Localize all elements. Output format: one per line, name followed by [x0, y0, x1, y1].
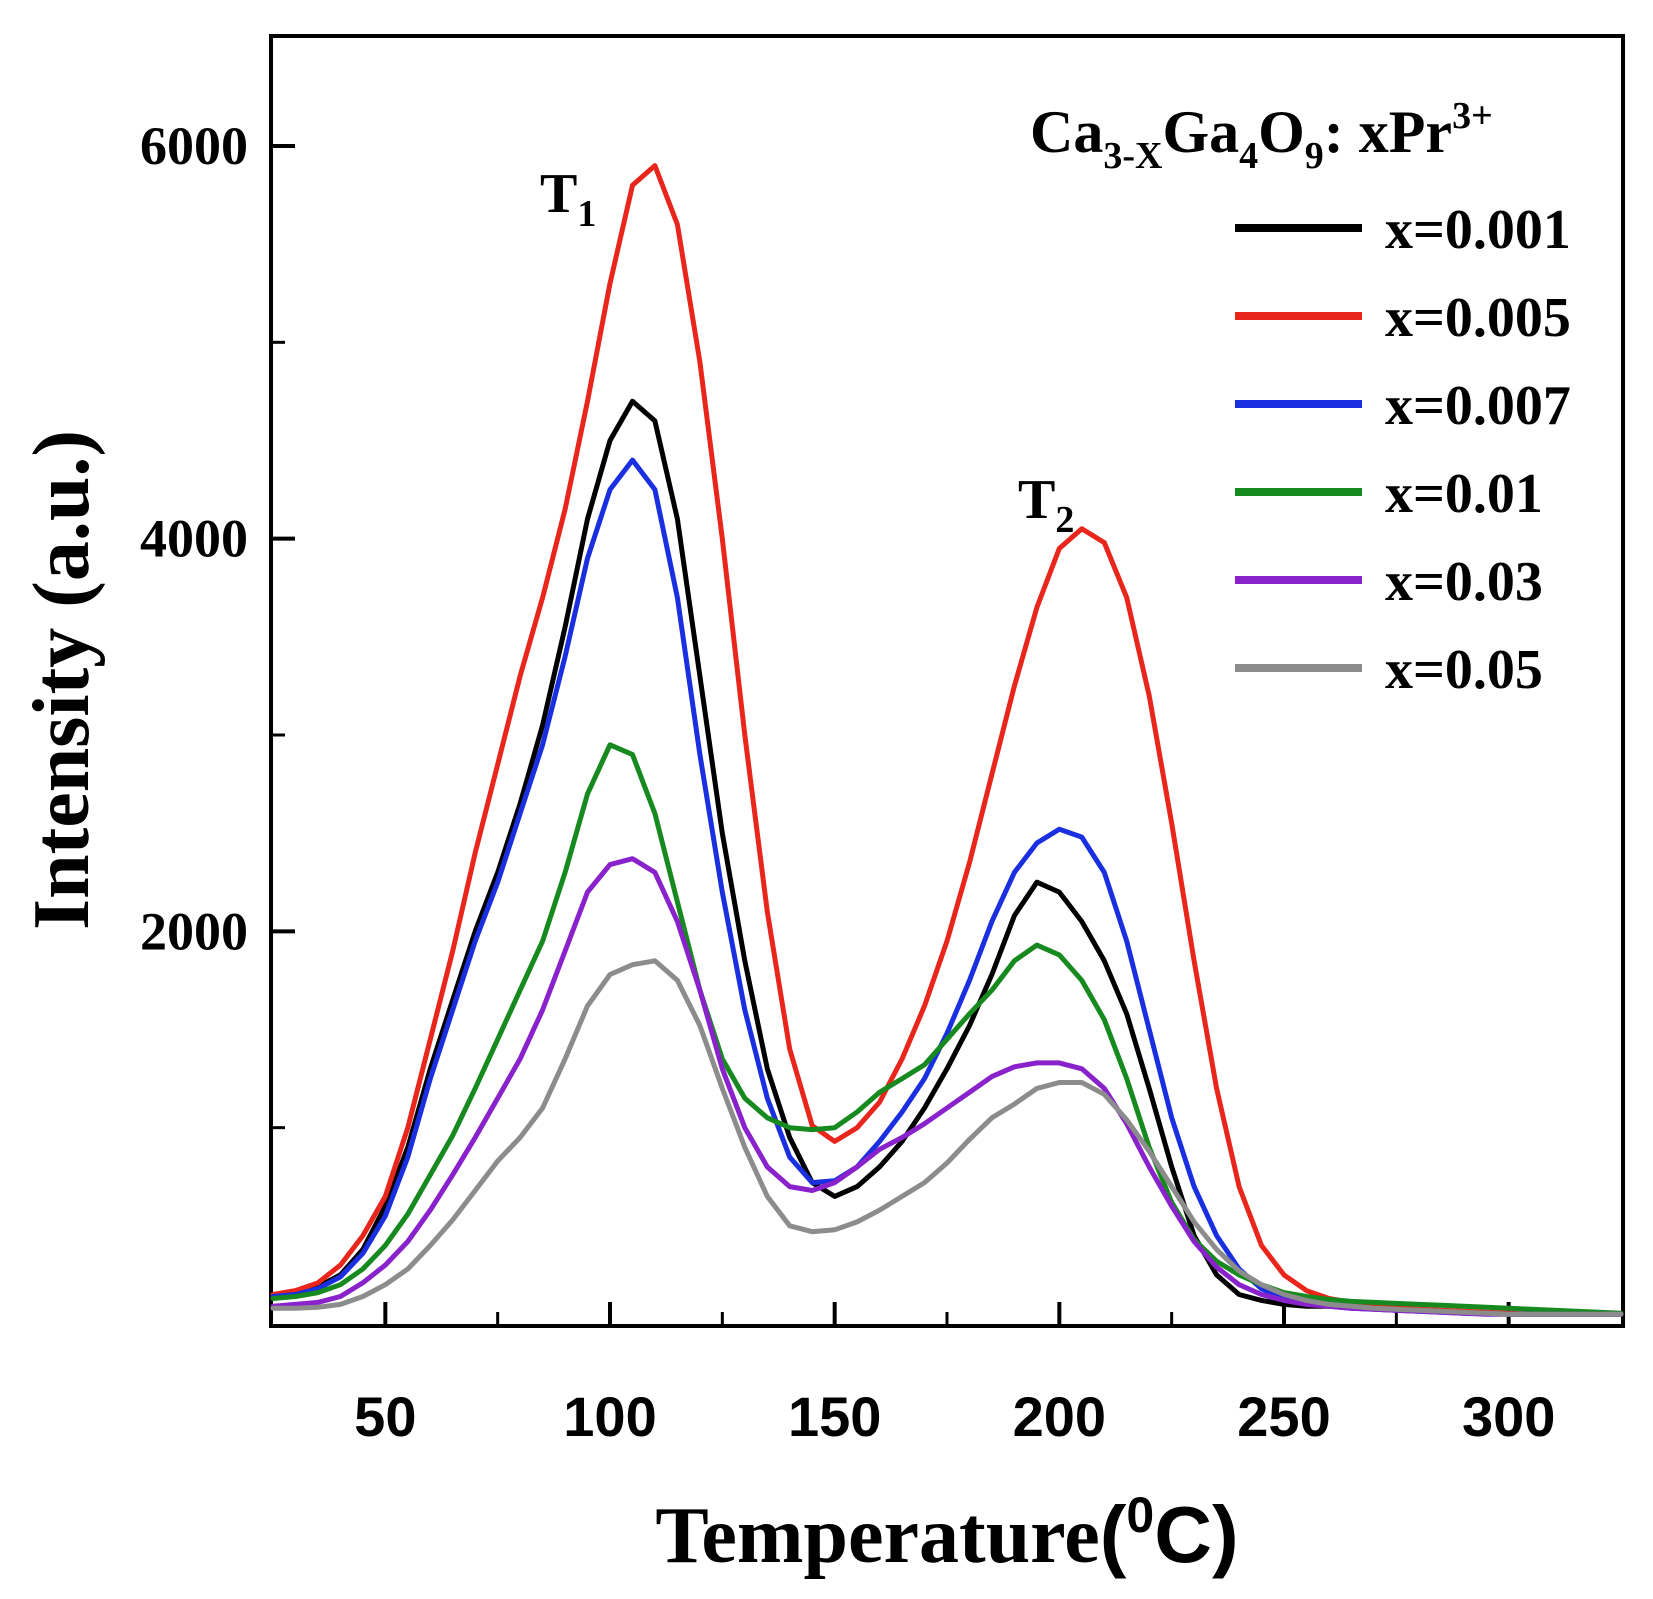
- y-tick-label: 2000: [140, 901, 248, 961]
- x-tick-label: 150: [788, 1385, 881, 1448]
- series-line-5: [270, 958, 1624, 1317]
- legend-label-2: x=0.007: [1385, 375, 1571, 437]
- legend-label-5: x=0.05: [1385, 639, 1543, 701]
- axis-ticks: 50 100 150 200 250 300 2000 4000 6000: [140, 116, 1555, 1448]
- plot-frame: [269, 34, 1625, 1328]
- legend-label-4: x=0.03: [1385, 551, 1543, 613]
- x-tick-label: 200: [1013, 1385, 1106, 1448]
- series-line-3: [270, 742, 1624, 1316]
- legend-title: Ca3-XGa4O9: xPr3+: [1030, 95, 1493, 177]
- legend-label-3: x=0.01: [1385, 463, 1543, 525]
- legend-label-0: x=0.001: [1385, 199, 1571, 261]
- x-tick-label: 50: [354, 1385, 416, 1448]
- annotation-t1: T1: [540, 163, 596, 235]
- series-lines: [270, 163, 1624, 1317]
- y-tick-label: 4000: [140, 509, 248, 569]
- legend-label-1: x=0.005: [1385, 287, 1571, 349]
- legend: x=0.001 x=0.005 x=0.007 x=0.01 x=0.03 x=0.05: [1235, 199, 1571, 701]
- x-tick-label: 250: [1237, 1385, 1330, 1448]
- x-tick-label: 300: [1462, 1385, 1555, 1448]
- annotation-t2: T2: [1018, 469, 1074, 541]
- y-tick-label: 6000: [140, 116, 248, 176]
- x-tick-label: 100: [563, 1385, 656, 1448]
- x-axis-label: Temperature(0C): [655, 1487, 1238, 1580]
- y-axis-label: Intensity (a.u.): [18, 430, 106, 930]
